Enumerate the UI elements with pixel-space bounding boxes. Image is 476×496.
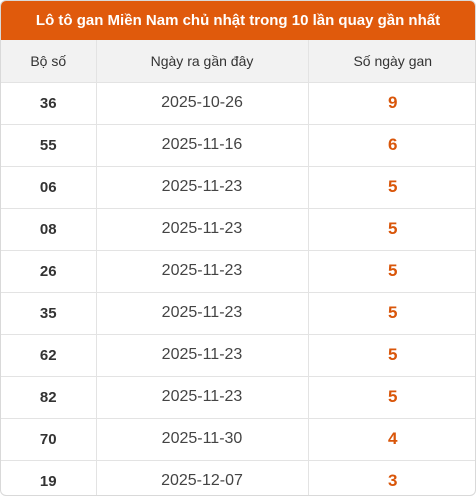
cell-last-date: 2025-11-23 (96, 334, 309, 377)
cell-days: 5 (308, 292, 475, 335)
cell-days: 3 (388, 471, 398, 491)
table-header-row: Bộ số Ngày ra gần đây Số ngày gan (1, 40, 475, 83)
cell-lo: 62 (1, 334, 97, 377)
cell-lo: 19 (1, 460, 97, 495)
cell-days: 9 (308, 82, 475, 125)
header-last-date: Ngày ra gần đây (96, 40, 309, 83)
cell-last-date: 2025-11-23 (96, 292, 309, 335)
cell-lo: 26 (1, 250, 97, 293)
cell-last-date: 2025-11-23 (96, 208, 309, 251)
table-row: 19 2025-12-07 3 (1, 460, 475, 495)
cell-lo: 82 (1, 376, 97, 419)
cell-lo: 70 (1, 418, 97, 461)
cell-days: 5 (308, 376, 475, 419)
table-row: 62 2025-11-23 5 (1, 334, 475, 377)
cell-lo: 55 (1, 124, 97, 167)
cell-lo: 08 (1, 208, 97, 251)
cell-last-date: 2025-11-23 (96, 376, 309, 419)
table-row: 35 2025-11-23 5 (1, 292, 475, 335)
table-row: 82 2025-11-23 5 (1, 376, 475, 419)
cell-lo: 36 (1, 82, 97, 125)
header-days: Số ngày gan (308, 40, 475, 83)
header-lo: Bộ số (1, 40, 97, 83)
cell-days: 6 (308, 124, 475, 167)
cell-last-date: 2025-11-23 (96, 250, 309, 293)
table-row: 08 2025-11-23 5 (1, 208, 475, 251)
cell-last-date: 2025-11-16 (96, 124, 309, 167)
table-row: 70 2025-11-30 4 (1, 418, 475, 461)
cell-days: 4 (308, 418, 475, 461)
cell-lo: 35 (1, 292, 97, 335)
table-row: 26 2025-11-23 5 (1, 250, 475, 293)
lo-gan-table: Bộ số Ngày ra gần đây Số ngày gan 36 202… (1, 40, 475, 495)
table-title: Lô tô gan Miền Nam chủ nhật trong 10 lần… (1, 1, 475, 40)
cell-last-date: 2025-11-30 (96, 418, 309, 461)
cell-days: 5 (308, 208, 475, 251)
cell-last-date: 2025-11-23 (96, 166, 309, 209)
cell-days: 5 (308, 166, 475, 209)
cell-days: 5 (308, 250, 475, 293)
cell-last-date: 2025-10-26 (96, 82, 309, 125)
cell-lo: 06 (1, 166, 97, 209)
table-row: 06 2025-11-23 5 (1, 166, 475, 209)
table-row: 55 2025-11-16 6 (1, 124, 475, 167)
table-row: 36 2025-10-26 9 (1, 82, 475, 125)
cell-last-date: 2025-12-07 (96, 460, 309, 495)
cell-days: 5 (308, 334, 475, 377)
